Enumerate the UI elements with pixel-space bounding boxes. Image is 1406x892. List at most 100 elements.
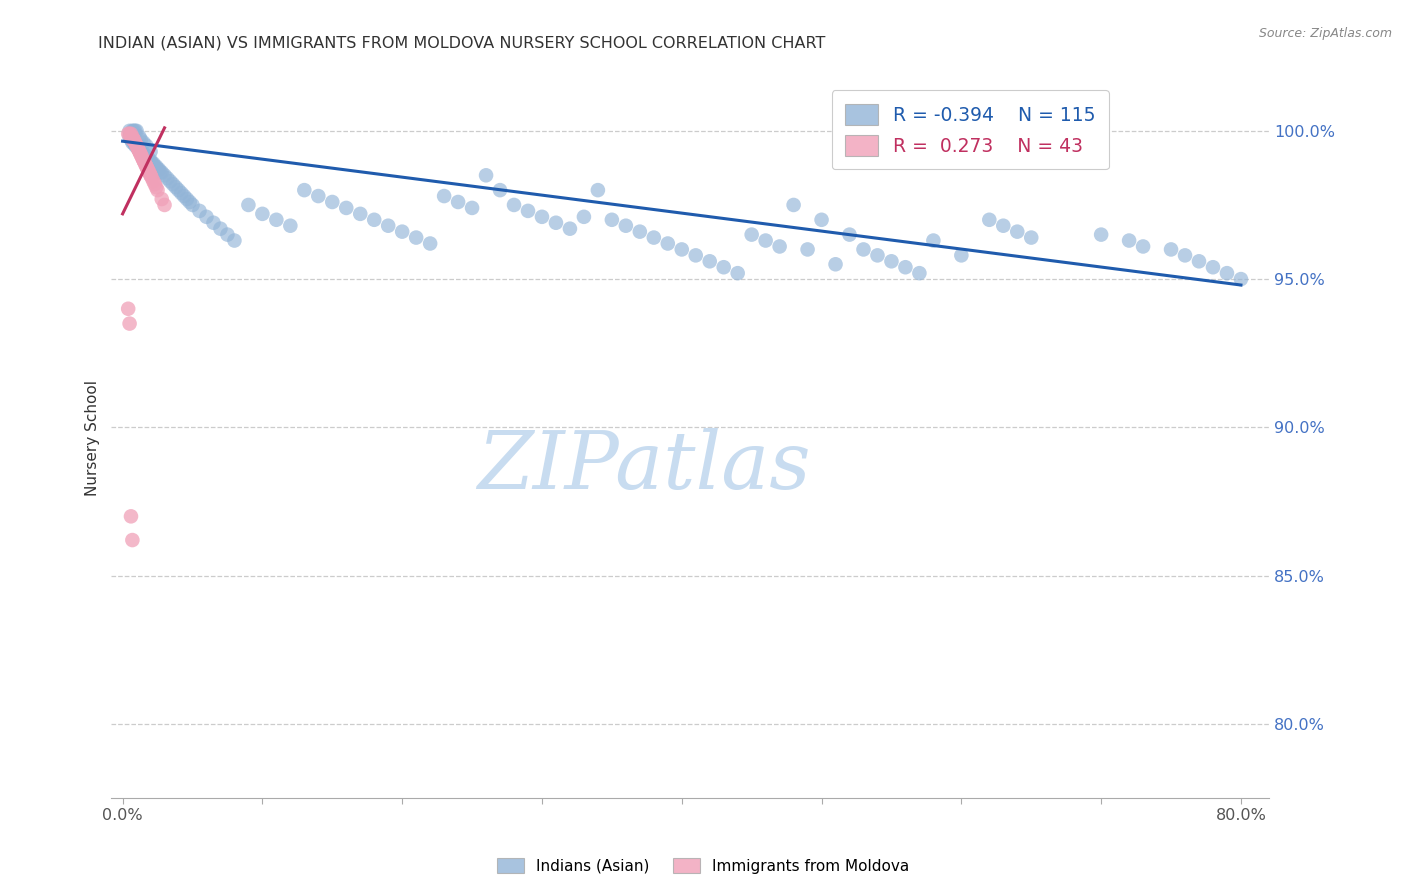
Point — [139, 169, 162, 183]
Point — [121, 533, 143, 547]
Point — [475, 169, 498, 183]
Point — [165, 180, 187, 194]
Point — [755, 234, 778, 248]
Point — [117, 301, 139, 316]
Point — [118, 317, 141, 331]
Point — [713, 260, 735, 275]
Point — [136, 162, 159, 177]
Point — [135, 160, 157, 174]
Point — [377, 219, 399, 233]
Point — [1216, 266, 1239, 280]
Point — [142, 174, 165, 188]
Point — [586, 183, 609, 197]
Point — [405, 230, 427, 244]
Point — [132, 153, 155, 168]
Point — [572, 210, 595, 224]
Point — [129, 145, 152, 159]
Point — [727, 266, 749, 280]
Point — [127, 142, 149, 156]
Point — [138, 165, 160, 179]
Text: INDIAN (ASIAN) VS IMMIGRANTS FROM MOLDOVA NURSERY SCHOOL CORRELATION CHART: INDIAN (ASIAN) VS IMMIGRANTS FROM MOLDOV… — [98, 36, 825, 51]
Point — [156, 171, 179, 186]
Point — [922, 234, 945, 248]
Point — [121, 129, 143, 144]
Point — [796, 243, 818, 257]
Point — [852, 243, 875, 257]
Point — [517, 203, 540, 218]
Point — [461, 201, 484, 215]
Point — [768, 239, 790, 253]
Point — [128, 145, 150, 159]
Point — [120, 127, 142, 141]
Point — [125, 138, 148, 153]
Point — [1160, 243, 1182, 257]
Point — [124, 124, 146, 138]
Point — [121, 124, 143, 138]
Point — [1202, 260, 1225, 275]
Point — [128, 142, 150, 156]
Point — [143, 160, 166, 174]
Point — [1118, 234, 1140, 248]
Point — [121, 133, 143, 147]
Point — [173, 189, 195, 203]
Point — [544, 216, 567, 230]
Point — [993, 219, 1015, 233]
Point — [138, 165, 160, 179]
Point — [125, 138, 148, 153]
Point — [880, 254, 903, 268]
Point — [146, 183, 169, 197]
Point — [145, 160, 167, 174]
Point — [139, 169, 162, 183]
Point — [122, 133, 145, 147]
Point — [866, 248, 889, 262]
Point — [292, 183, 315, 197]
Point — [657, 236, 679, 251]
Point — [135, 160, 157, 174]
Point — [447, 194, 470, 209]
Point — [280, 219, 302, 233]
Point — [181, 198, 204, 212]
Point — [1019, 230, 1042, 244]
Point — [176, 192, 198, 206]
Point — [145, 180, 167, 194]
Point — [131, 151, 153, 165]
Point — [238, 198, 260, 212]
Point — [391, 225, 413, 239]
Point — [150, 165, 173, 179]
Point — [643, 230, 665, 244]
Point — [489, 183, 512, 197]
Point — [135, 138, 157, 153]
Point — [122, 124, 145, 138]
Point — [120, 509, 142, 524]
Legend: Indians (Asian), Immigrants from Moldova: Indians (Asian), Immigrants from Moldova — [491, 852, 915, 880]
Point — [433, 189, 456, 203]
Point — [129, 147, 152, 161]
Point — [209, 221, 232, 235]
Point — [349, 207, 371, 221]
Point — [131, 151, 153, 165]
Point — [266, 212, 288, 227]
Point — [129, 133, 152, 147]
Point — [153, 198, 176, 212]
Point — [810, 212, 832, 227]
Point — [188, 203, 211, 218]
Point — [950, 248, 973, 262]
Point — [127, 142, 149, 156]
Point — [838, 227, 860, 242]
Text: ZIPatlas: ZIPatlas — [477, 428, 811, 506]
Point — [671, 243, 693, 257]
Point — [120, 133, 142, 147]
Point — [419, 236, 441, 251]
Point — [252, 207, 274, 221]
Point — [134, 156, 156, 170]
Point — [224, 234, 246, 248]
Point — [136, 151, 159, 165]
Point — [134, 147, 156, 161]
Point — [117, 127, 139, 141]
Point — [132, 136, 155, 150]
Point — [143, 178, 166, 192]
Point — [135, 151, 157, 165]
Point — [149, 165, 172, 179]
Point — [614, 219, 637, 233]
Point — [142, 156, 165, 170]
